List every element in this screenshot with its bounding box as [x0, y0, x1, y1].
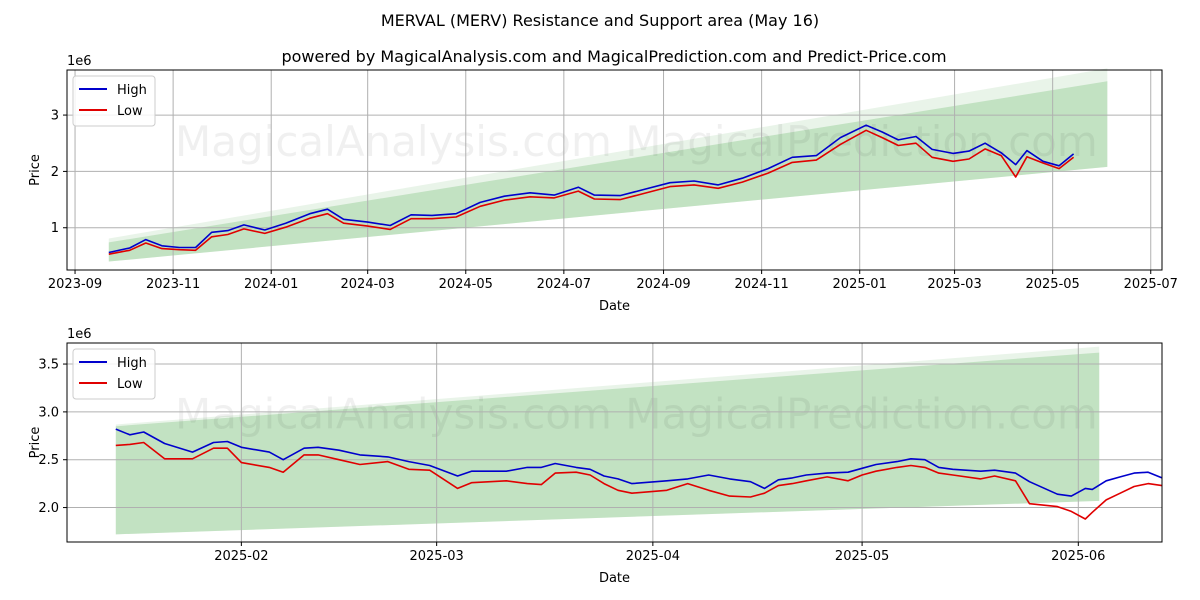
y-tick-label: 2.0 [38, 501, 59, 516]
x-tick-label: 2025-02 [214, 549, 268, 564]
x-tick-label: 2025-03 [409, 549, 463, 564]
x-tick-label: 2025-01 [833, 277, 887, 292]
top-panel: MagicalAnalysis.com MagicalPrediction.co… [28, 54, 1178, 314]
x-tick-label: 2023-11 [146, 277, 200, 292]
legend-label-high: High [117, 356, 147, 371]
x-tick-label: 2025-05 [835, 549, 889, 564]
x-tick-label: 2024-05 [439, 277, 493, 292]
bottom-panel: MagicalAnalysis.com MagicalPrediction.co… [28, 327, 1163, 586]
x-tick-label: 2025-04 [626, 549, 680, 564]
y-tick-label: 1 [51, 221, 59, 236]
plot-frame [66, 342, 1163, 543]
series-line-high [115, 428, 1163, 497]
x-tick-label: 2024-07 [537, 277, 591, 292]
x-tick-label: 2025-06 [1051, 549, 1105, 564]
x-tick-label: 2024-01 [244, 277, 298, 292]
y-tick-label: 3.5 [38, 358, 59, 373]
series-line-low [115, 441, 1163, 520]
y-axis-label: Price [28, 427, 43, 459]
watermark-text: MagicalAnalysis.com MagicalPrediction.co… [175, 390, 1098, 439]
y-tick-label: 3.0 [38, 405, 59, 420]
series-line-low [108, 129, 1075, 255]
y-tick-label: 2.5 [38, 453, 59, 468]
y-axis-label: Price [28, 154, 43, 186]
x-tick-label: 2024-09 [636, 277, 690, 292]
y-offset-label: 1e6 [67, 54, 92, 69]
chart-subtitle: powered by MagicalAnalysis.com and Magic… [281, 47, 946, 66]
support-resistance-band [115, 352, 1100, 535]
x-axis-label: Date [599, 571, 630, 586]
x-tick-label: 2025-05 [1025, 277, 1079, 292]
x-tick-label: 2025-03 [927, 277, 981, 292]
legend-label-low: Low [117, 104, 143, 119]
x-tick-label: 2023-09 [48, 277, 102, 292]
x-tick-label: 2025-07 [1124, 277, 1178, 292]
plot-frame [66, 69, 1163, 271]
y-tick-label: 2 [51, 165, 59, 180]
y-offset-label: 1e6 [67, 327, 92, 342]
x-tick-label: 2024-03 [341, 277, 395, 292]
x-axis-label: Date [599, 299, 630, 314]
legend-label-low: Low [117, 377, 143, 392]
x-tick-label: 2024-11 [734, 277, 788, 292]
watermark-text: MagicalAnalysis.com MagicalPrediction.co… [175, 117, 1098, 166]
y-tick-label: 3 [51, 109, 59, 124]
chart-title: MERVAL (MERV) Resistance and Support are… [381, 11, 819, 30]
series-line-high [108, 124, 1075, 254]
legend-label-high: High [117, 83, 147, 98]
